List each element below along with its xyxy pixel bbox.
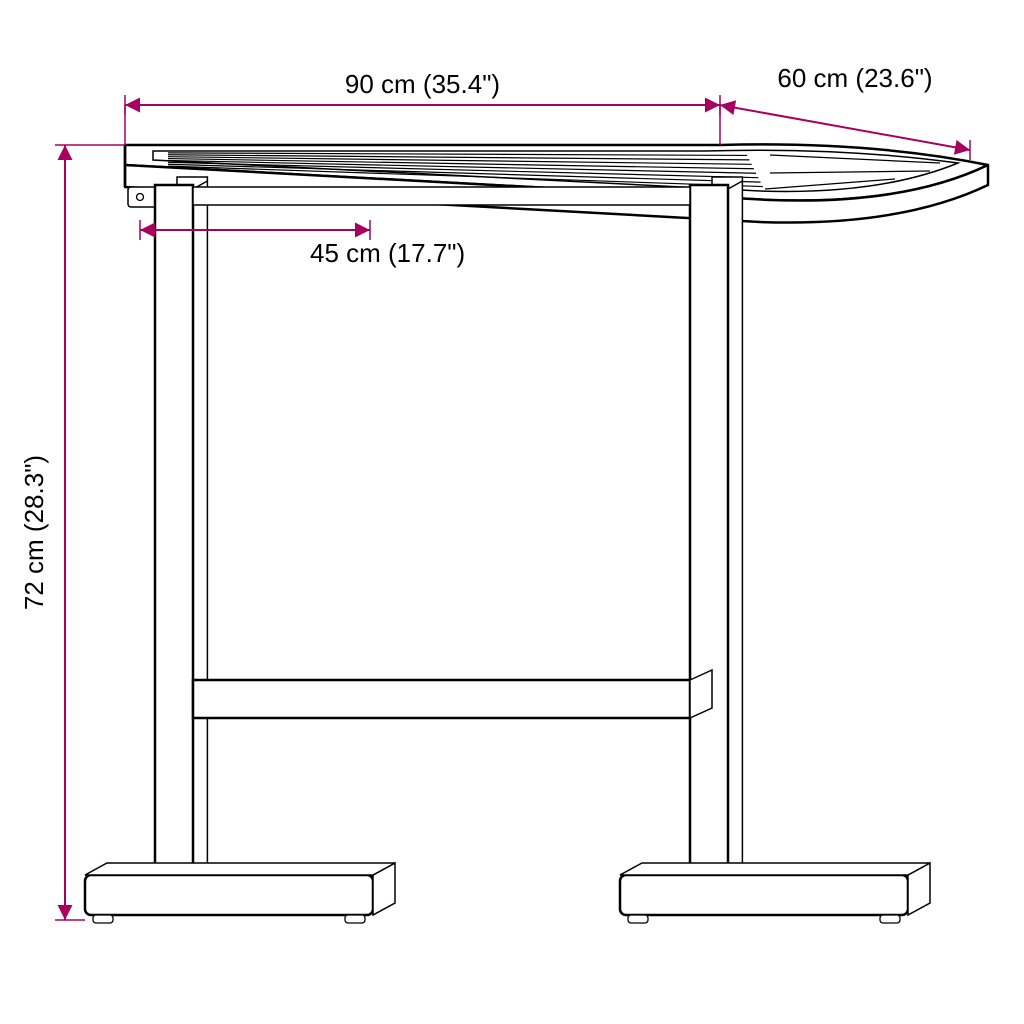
dim-label-width: 90 cm (35.4") bbox=[345, 69, 500, 99]
dim-label-depth: 60 cm (23.6") bbox=[777, 63, 932, 93]
dim-label-height: 72 cm (28.3") bbox=[19, 455, 49, 610]
dim-label-leaf: 45 cm (17.7") bbox=[310, 238, 465, 268]
table-line-drawing bbox=[85, 144, 988, 923]
dimensional-drawing: 90 cm (35.4") 60 cm (23.6") 45 cm (17.7") 7… bbox=[0, 0, 1024, 1024]
